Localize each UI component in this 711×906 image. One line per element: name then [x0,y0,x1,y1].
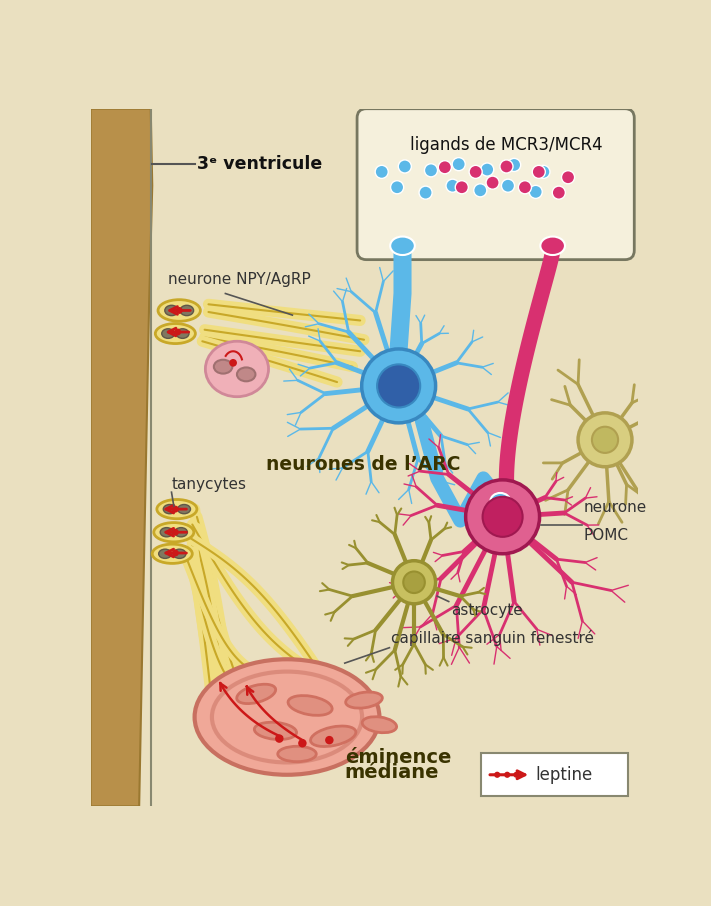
Circle shape [481,163,493,176]
Circle shape [529,186,542,198]
Text: neurones de l’ARC: neurones de l’ARC [266,455,461,474]
Ellipse shape [346,692,383,708]
Circle shape [438,160,451,174]
Ellipse shape [390,236,415,255]
Ellipse shape [178,505,191,514]
Circle shape [452,158,465,170]
Text: astrocyte: astrocyte [451,603,523,618]
Ellipse shape [165,305,178,315]
Ellipse shape [237,368,255,381]
Circle shape [578,413,632,467]
Circle shape [533,165,545,178]
Circle shape [494,772,501,778]
Circle shape [552,186,565,199]
Text: ligands de MCR3/MCR4: ligands de MCR3/MCR4 [410,137,603,154]
Ellipse shape [159,549,171,558]
Circle shape [377,364,420,408]
Ellipse shape [205,342,269,397]
Circle shape [424,164,437,177]
Circle shape [298,739,306,747]
Ellipse shape [311,726,356,747]
Text: neurone: neurone [584,500,647,516]
Ellipse shape [173,549,186,558]
Circle shape [174,329,181,335]
Circle shape [466,480,540,554]
Ellipse shape [362,717,397,733]
Circle shape [592,427,618,453]
Circle shape [176,307,183,313]
Ellipse shape [164,505,176,514]
Ellipse shape [491,493,510,510]
Circle shape [172,506,179,513]
Circle shape [501,179,515,192]
FancyBboxPatch shape [357,109,634,260]
Ellipse shape [152,545,192,564]
Circle shape [486,176,499,189]
Ellipse shape [160,527,173,537]
Circle shape [474,184,487,197]
Ellipse shape [214,360,232,373]
Circle shape [513,772,520,778]
Text: POMC: POMC [584,528,629,544]
Circle shape [483,496,523,537]
Circle shape [375,165,388,178]
Ellipse shape [176,329,189,338]
Circle shape [419,186,432,199]
Circle shape [392,561,436,603]
Circle shape [446,179,459,192]
Polygon shape [91,109,152,806]
Circle shape [229,359,237,367]
Ellipse shape [255,722,296,739]
Ellipse shape [161,329,175,338]
Ellipse shape [154,523,194,542]
Circle shape [455,180,469,194]
Ellipse shape [237,684,276,704]
Ellipse shape [195,660,380,775]
Text: leptine: leptine [535,766,593,784]
Circle shape [562,170,574,184]
Circle shape [469,165,482,178]
Text: 3ᵉ ventricule: 3ᵉ ventricule [197,155,322,173]
Text: médiane: médiane [345,763,439,782]
Circle shape [398,160,412,173]
Ellipse shape [288,696,332,716]
Text: éminence: éminence [345,747,451,766]
Circle shape [325,736,333,745]
Ellipse shape [175,527,188,537]
FancyBboxPatch shape [481,753,628,796]
Circle shape [537,165,550,178]
Circle shape [508,159,520,171]
Ellipse shape [180,305,193,315]
Circle shape [500,160,513,173]
Text: neurone NPY/AgRP: neurone NPY/AgRP [168,273,311,287]
Ellipse shape [157,499,197,519]
Circle shape [518,180,532,194]
Ellipse shape [158,300,201,322]
Circle shape [172,550,179,556]
Circle shape [172,529,179,535]
Circle shape [275,735,284,743]
Circle shape [390,180,404,194]
Ellipse shape [540,236,565,255]
Ellipse shape [278,747,316,762]
Circle shape [403,572,425,593]
Text: capillaire sanguin fenestré: capillaire sanguin fenestré [391,631,594,646]
Ellipse shape [155,323,196,343]
Text: tanycytes: tanycytes [171,477,247,492]
Circle shape [362,349,436,423]
Circle shape [504,772,510,778]
